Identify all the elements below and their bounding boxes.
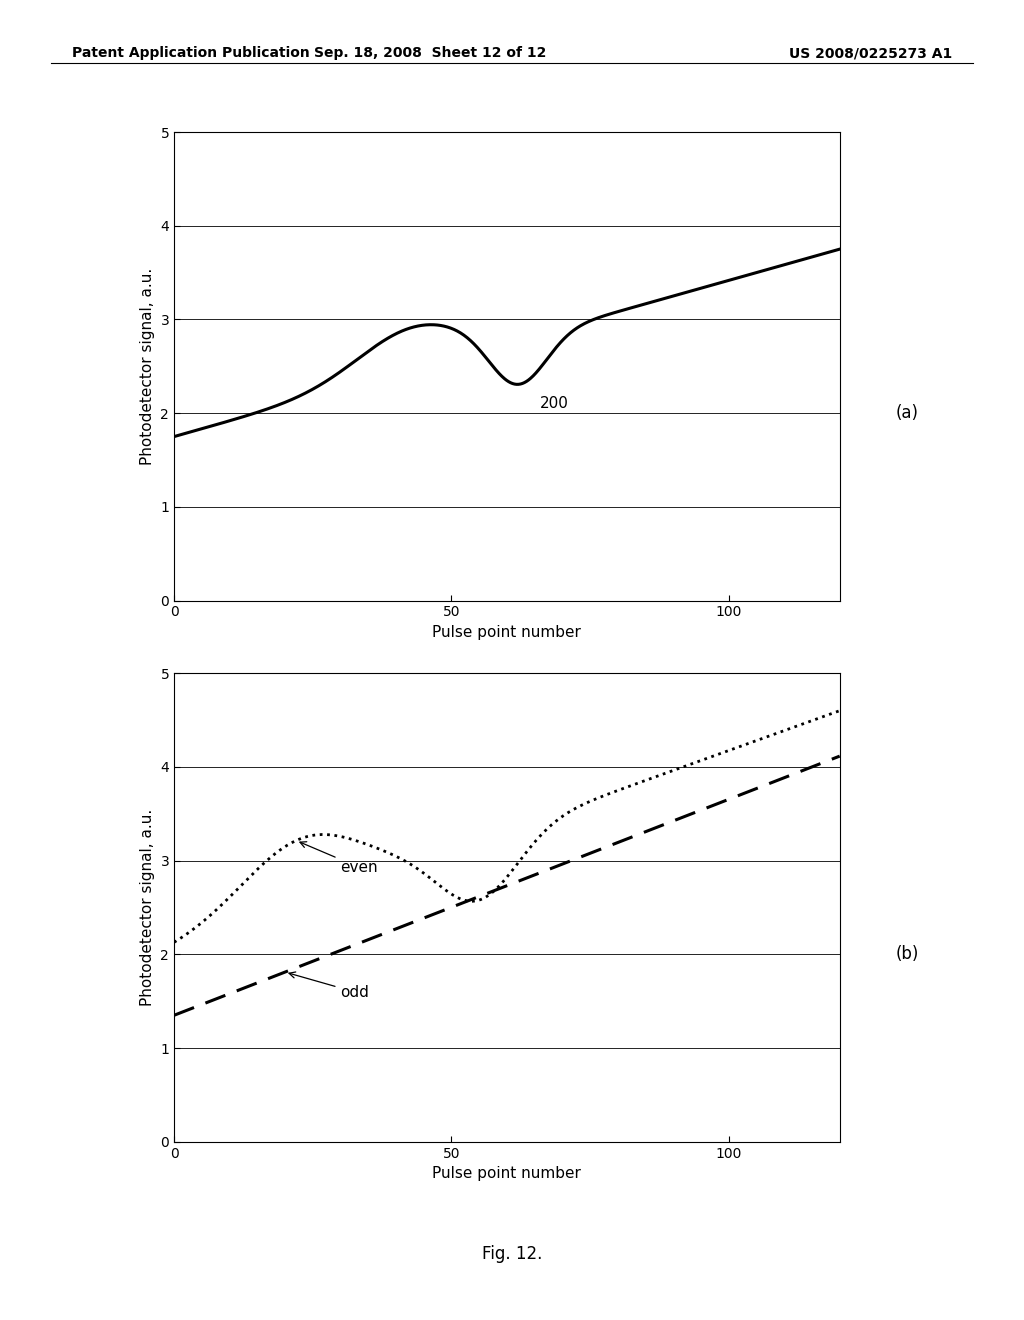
- X-axis label: Pulse point number: Pulse point number: [432, 624, 582, 640]
- Text: Patent Application Publication: Patent Application Publication: [72, 46, 309, 61]
- Text: (b): (b): [896, 945, 920, 964]
- Text: odd: odd: [289, 972, 370, 999]
- Text: Fig. 12.: Fig. 12.: [482, 1245, 542, 1263]
- Y-axis label: Photodetector signal, a.u.: Photodetector signal, a.u.: [140, 809, 155, 1006]
- Text: US 2008/0225273 A1: US 2008/0225273 A1: [790, 46, 952, 61]
- X-axis label: Pulse point number: Pulse point number: [432, 1166, 582, 1181]
- Y-axis label: Photodetector signal, a.u.: Photodetector signal, a.u.: [140, 268, 155, 465]
- Text: 200: 200: [540, 396, 568, 411]
- Text: (a): (a): [896, 404, 919, 422]
- Text: even: even: [300, 842, 378, 875]
- Text: Sep. 18, 2008  Sheet 12 of 12: Sep. 18, 2008 Sheet 12 of 12: [314, 46, 546, 61]
